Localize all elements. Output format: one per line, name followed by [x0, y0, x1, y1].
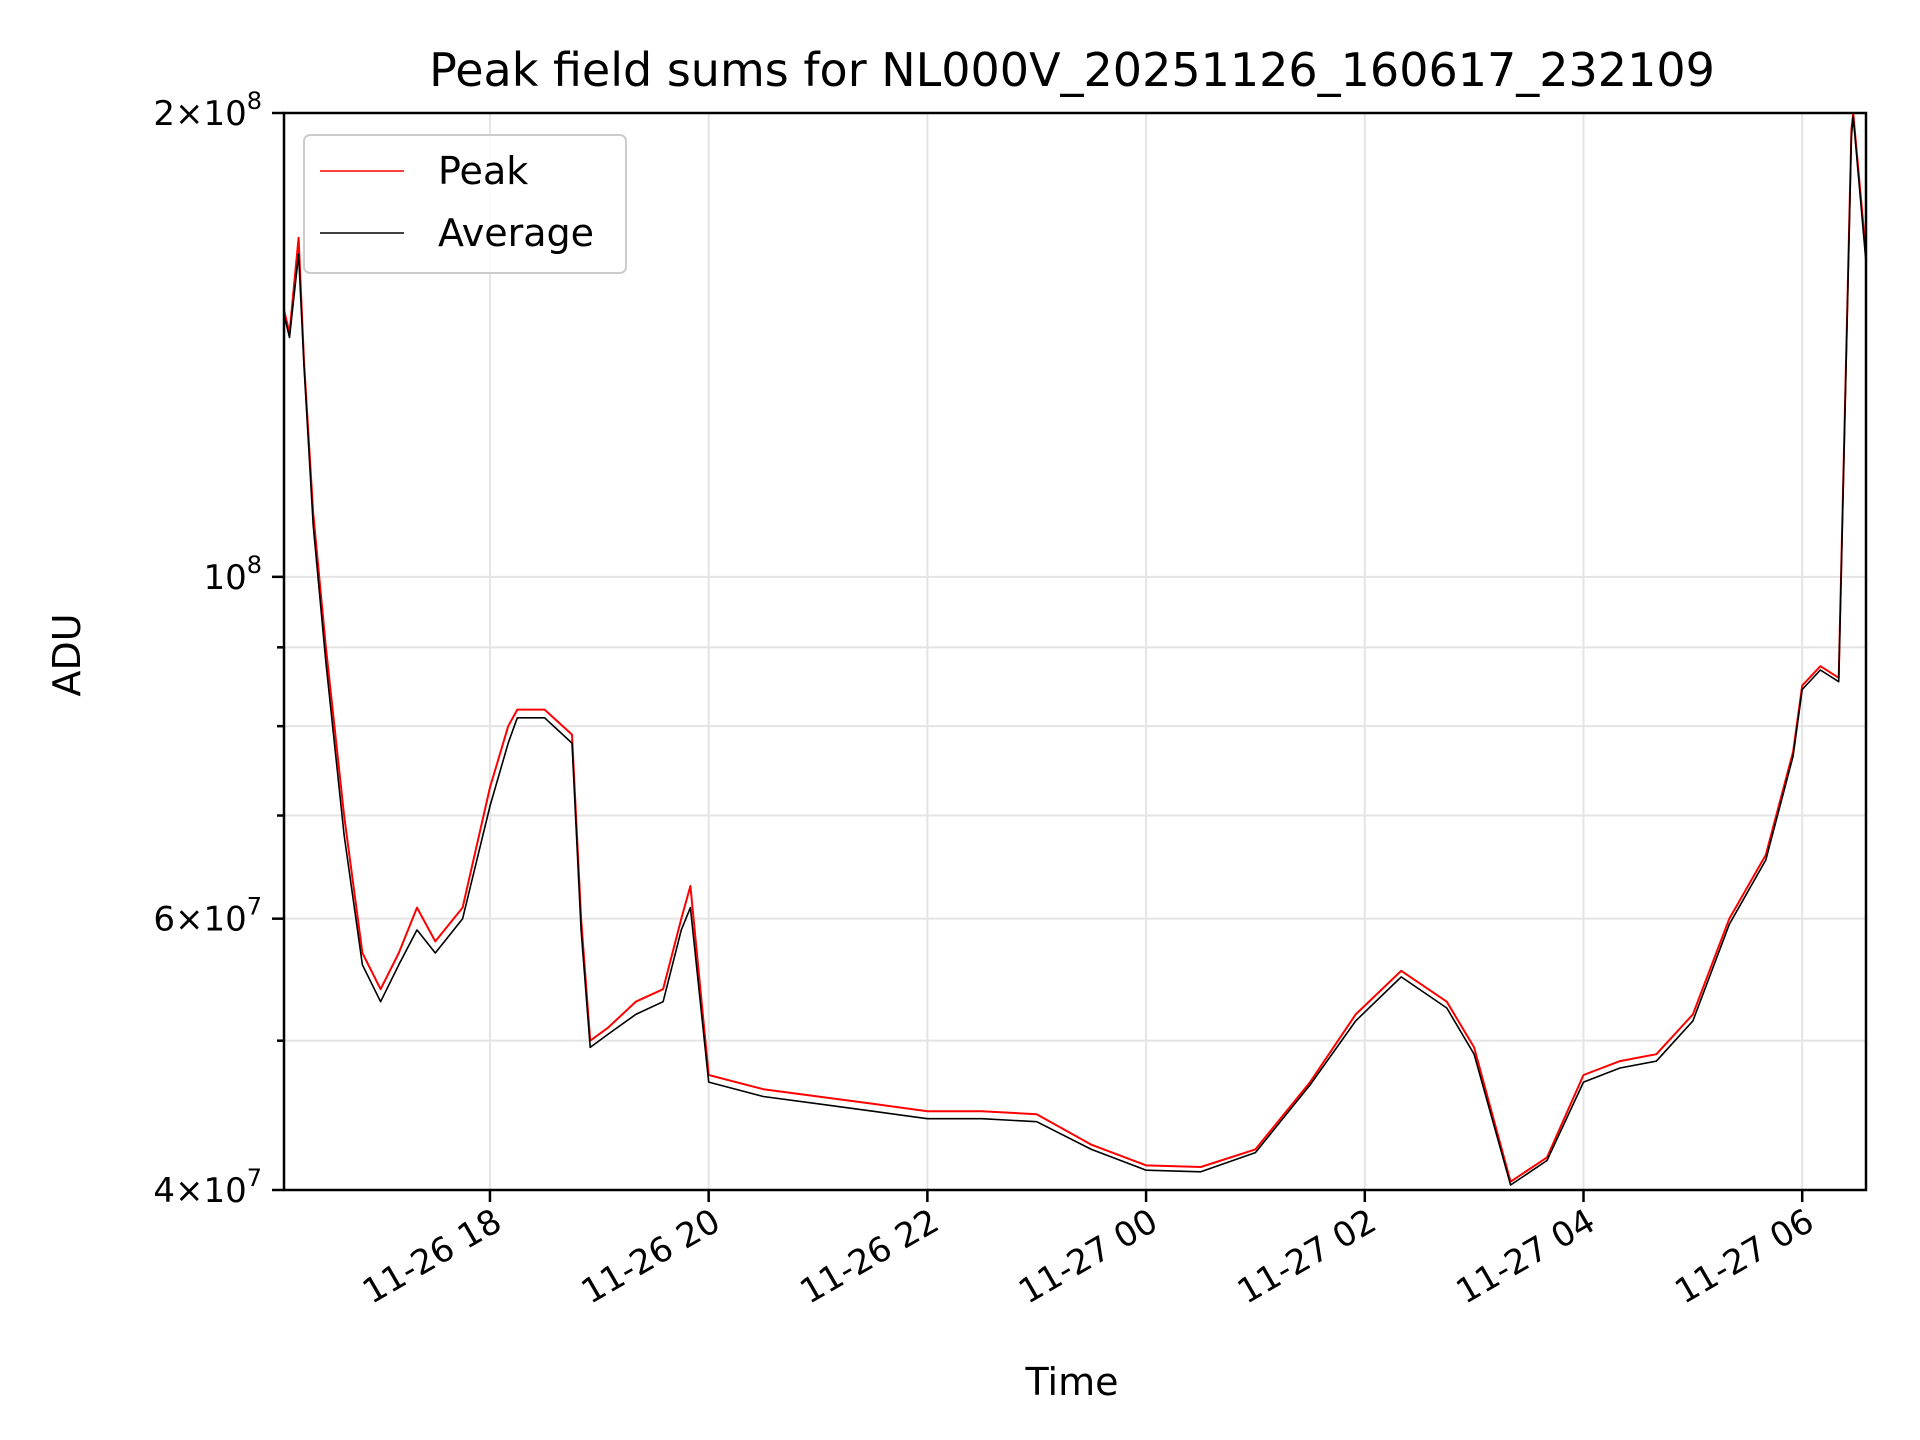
- x-axis-label: Time: [1025, 1360, 1119, 1404]
- plot-frame: [282, 111, 1868, 1192]
- y-axis-ticks: 4×107 6×107 108 2×108: [153, 87, 284, 1211]
- series-line-peak: [283, 112, 1867, 1183]
- y-tick-label: 6×107: [153, 893, 262, 940]
- y-tick-label: 2×108: [153, 87, 262, 134]
- series-line-average: [283, 115, 1867, 1186]
- y-axis-label: ADU: [45, 613, 89, 696]
- y-tick-label: 4×107: [153, 1164, 262, 1211]
- y-tick-label: 108: [203, 551, 262, 598]
- series-layer: [283, 112, 1867, 1186]
- legend-label-average: Average: [438, 211, 594, 255]
- chart-title: Peak field sums for NL000V_20251126_1606…: [429, 43, 1715, 97]
- legend-box: [303, 134, 627, 274]
- legend: Peak Average: [303, 134, 627, 274]
- legend-label-peak: Peak: [438, 149, 528, 193]
